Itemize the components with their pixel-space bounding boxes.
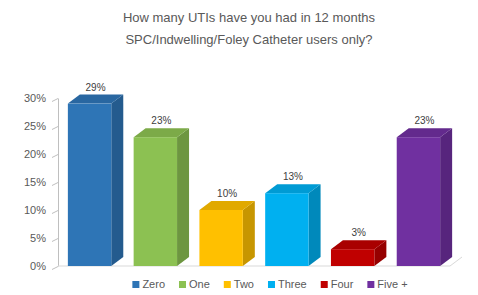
y-axis-line <box>58 99 59 267</box>
legend-swatch <box>132 281 139 288</box>
bar-top <box>68 95 123 104</box>
legend-item: Five + <box>367 278 407 290</box>
y-tick-mark <box>52 127 58 130</box>
y-tick: 5% <box>30 232 58 244</box>
bar-group <box>134 128 189 266</box>
legend-label: Five + <box>377 278 407 290</box>
legend-label: Two <box>234 278 254 290</box>
title-line: How many UTIs have you had in 12 months <box>123 10 376 25</box>
y-tick-label: 20% <box>24 148 46 160</box>
bar-side <box>309 184 321 266</box>
y-tick: 0% <box>30 260 58 272</box>
y-tick-mark <box>52 211 58 214</box>
y-tick: 30% <box>24 92 58 104</box>
legend-swatch <box>179 281 186 288</box>
legend: Zero One Two Three Four Five + <box>132 278 407 290</box>
bar <box>331 249 374 266</box>
y-tick: 20% <box>24 148 58 160</box>
bar-side <box>111 95 123 266</box>
bar-group <box>68 95 123 266</box>
bar-group <box>199 201 254 266</box>
y-tick: 15% <box>24 176 58 188</box>
y-tick-label: 15% <box>24 176 46 188</box>
legend-item: Two <box>224 278 254 290</box>
legend-swatch <box>224 281 231 288</box>
legend-item: Four <box>321 278 354 290</box>
y-tick: 10% <box>24 204 58 216</box>
bar-top <box>199 201 254 210</box>
legend-label: Four <box>331 278 354 290</box>
bar-side <box>440 128 452 266</box>
title-line: SPC/Indwelling/Foley Catheter users only… <box>125 32 372 47</box>
y-tick-label: 0% <box>30 260 46 272</box>
bar-group <box>265 184 320 266</box>
data-label: 23% <box>151 115 171 126</box>
y-axis: 0% 5% 10% 15% 20% 25% 30% <box>24 92 59 272</box>
legend-item: Zero <box>132 278 165 290</box>
y-tick-mark <box>52 99 58 102</box>
y-tick-label: 30% <box>24 92 46 104</box>
bar <box>134 137 177 266</box>
data-label: 10% <box>217 188 237 199</box>
title: How many UTIs have you had in 12 months S… <box>123 10 376 47</box>
bar <box>68 104 111 266</box>
y-tick-mark <box>52 267 58 270</box>
chart: How many UTIs have you had in 12 months S… <box>0 0 478 295</box>
bar-side <box>243 201 255 266</box>
bar-side <box>177 128 189 266</box>
bar-top <box>265 184 320 193</box>
data-labels: 29% 23% 10% 13% 3% 23% <box>86 82 435 239</box>
bar <box>265 193 308 266</box>
bar-top <box>134 128 189 137</box>
bar-group <box>397 128 452 266</box>
legend-label: Three <box>278 278 307 290</box>
bar <box>199 210 242 266</box>
data-label: 29% <box>86 82 106 93</box>
y-tick-label: 5% <box>30 232 46 244</box>
y-tick-label: 10% <box>24 204 46 216</box>
legend-label: Zero <box>142 278 165 290</box>
legend-swatch <box>321 281 328 288</box>
bar-top <box>397 128 452 137</box>
legend-item: Three <box>268 278 307 290</box>
y-tick-mark <box>52 183 58 186</box>
data-label: 3% <box>351 227 366 238</box>
bar-group <box>331 240 386 266</box>
y-tick-mark <box>52 239 58 242</box>
y-tick-label: 25% <box>24 120 46 132</box>
y-tick-mark <box>52 155 58 158</box>
bars <box>68 95 452 266</box>
legend-label: One <box>189 278 210 290</box>
data-label: 13% <box>283 171 303 182</box>
legend-swatch <box>268 281 275 288</box>
legend-swatch <box>367 281 374 288</box>
bar-top <box>331 240 386 249</box>
legend-item: One <box>179 278 210 290</box>
y-tick: 25% <box>24 120 58 132</box>
data-label: 23% <box>414 115 434 126</box>
bar <box>397 137 440 266</box>
